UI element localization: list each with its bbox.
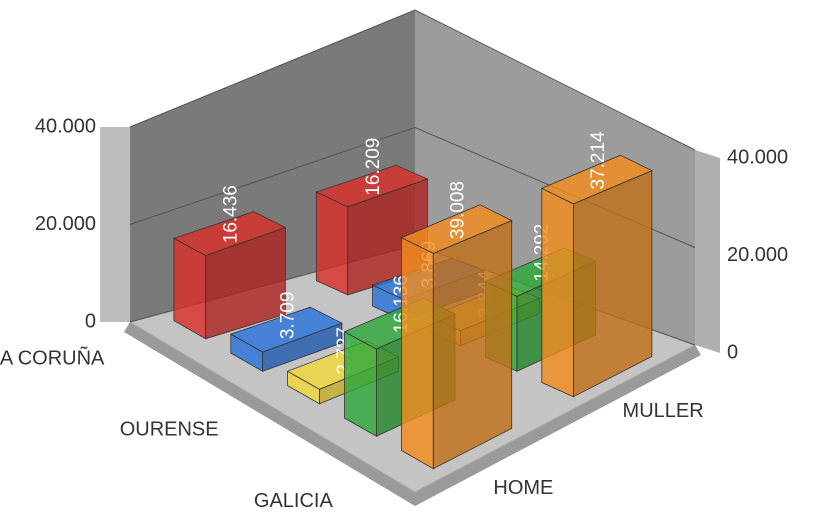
bar-face	[315, 191, 349, 296]
floor-edge	[124, 322, 701, 506]
value-label: 37.214	[588, 131, 609, 190]
y-tick-label: 20.000	[35, 213, 96, 235]
value-label: 16.209	[363, 138, 384, 196]
x-tick-label: OURENSE	[120, 419, 219, 441]
legend-label: MULLER	[623, 400, 704, 422]
value-label: 16.436	[221, 185, 242, 243]
grid-line	[129, 9, 696, 151]
legend-label: HOME	[493, 477, 553, 499]
bar-face	[541, 187, 574, 398]
x-tick-label: A CORUÑA	[0, 345, 105, 369]
y-tick-label: 20.000	[727, 244, 788, 266]
left-wall-edge	[100, 127, 130, 322]
bar-side	[573, 169, 653, 398]
y-tick-label: 40.000	[727, 146, 788, 168]
bar-face	[173, 237, 207, 340]
bar-face	[344, 331, 377, 437]
value-label: 39.008	[448, 181, 469, 239]
bar-face	[400, 237, 434, 470]
right-wall-edge	[695, 150, 720, 353]
value-label: 3.709	[277, 292, 298, 340]
bar-top	[315, 164, 429, 208]
bar-top	[540, 154, 653, 205]
bar-top	[400, 204, 513, 254]
x-tick-label: GALICIA	[254, 490, 334, 512]
y-tick-label: 40.000	[35, 115, 96, 137]
bar-side	[432, 219, 513, 470]
y-tick-label: 0	[727, 341, 738, 363]
bar-top	[172, 211, 287, 256]
y-tick-label: 0	[85, 310, 96, 332]
bar-top	[229, 306, 343, 353]
